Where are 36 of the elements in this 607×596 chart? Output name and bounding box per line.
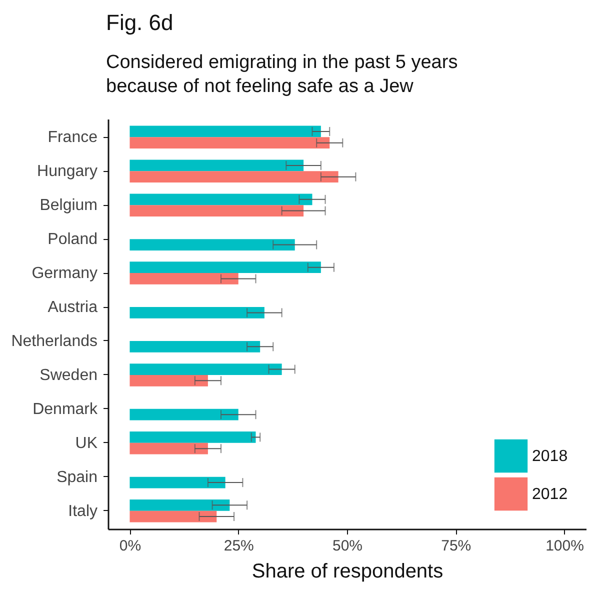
- y-tick-label: Austria: [48, 299, 98, 316]
- x-tick-label: 50%: [332, 538, 363, 554]
- y-tick-label: Belgium: [40, 197, 98, 214]
- x-tick-label: 75%: [441, 538, 472, 554]
- y-tick-label: Spain: [56, 468, 98, 486]
- bar: [130, 137, 330, 149]
- y-tick-label: Hungary: [37, 163, 98, 180]
- legend-label: 2012: [532, 486, 568, 503]
- y-tick-label: Poland: [48, 231, 98, 248]
- legend-label: 2018: [532, 448, 568, 465]
- y-tick-label: Denmark: [32, 400, 98, 418]
- bar: [130, 510, 217, 522]
- bar: [130, 273, 238, 284]
- bar: [130, 432, 256, 443]
- bar: [130, 364, 282, 375]
- bar: [130, 262, 321, 274]
- bar: [130, 160, 304, 172]
- bar: [130, 126, 321, 138]
- bar: [130, 374, 208, 386]
- x-tick-label: 25%: [224, 538, 254, 554]
- y-tick-label: UK: [75, 434, 98, 452]
- chart-subtitle: Considered emigrating in the past 5 years because of not feeling safe as a Jew: [106, 52, 458, 97]
- y-tick-label: Italy: [68, 502, 98, 520]
- x-axis-title: Share of respondents: [252, 560, 444, 582]
- bar: [130, 171, 338, 183]
- y-tick-label: Netherlands: [11, 332, 98, 350]
- x-tick-label: 0%: [119, 538, 142, 554]
- bar: [130, 194, 312, 206]
- bar: [130, 442, 208, 454]
- chart-title: Fig. 6d: [106, 10, 174, 35]
- y-tick-label: France: [48, 129, 98, 146]
- x-tick-label: 100%: [546, 538, 584, 554]
- y-tick-label: Germany: [32, 265, 98, 282]
- bar: [130, 499, 230, 511]
- y-tick-label: Sweden: [40, 366, 98, 384]
- bar: [130, 205, 304, 216]
